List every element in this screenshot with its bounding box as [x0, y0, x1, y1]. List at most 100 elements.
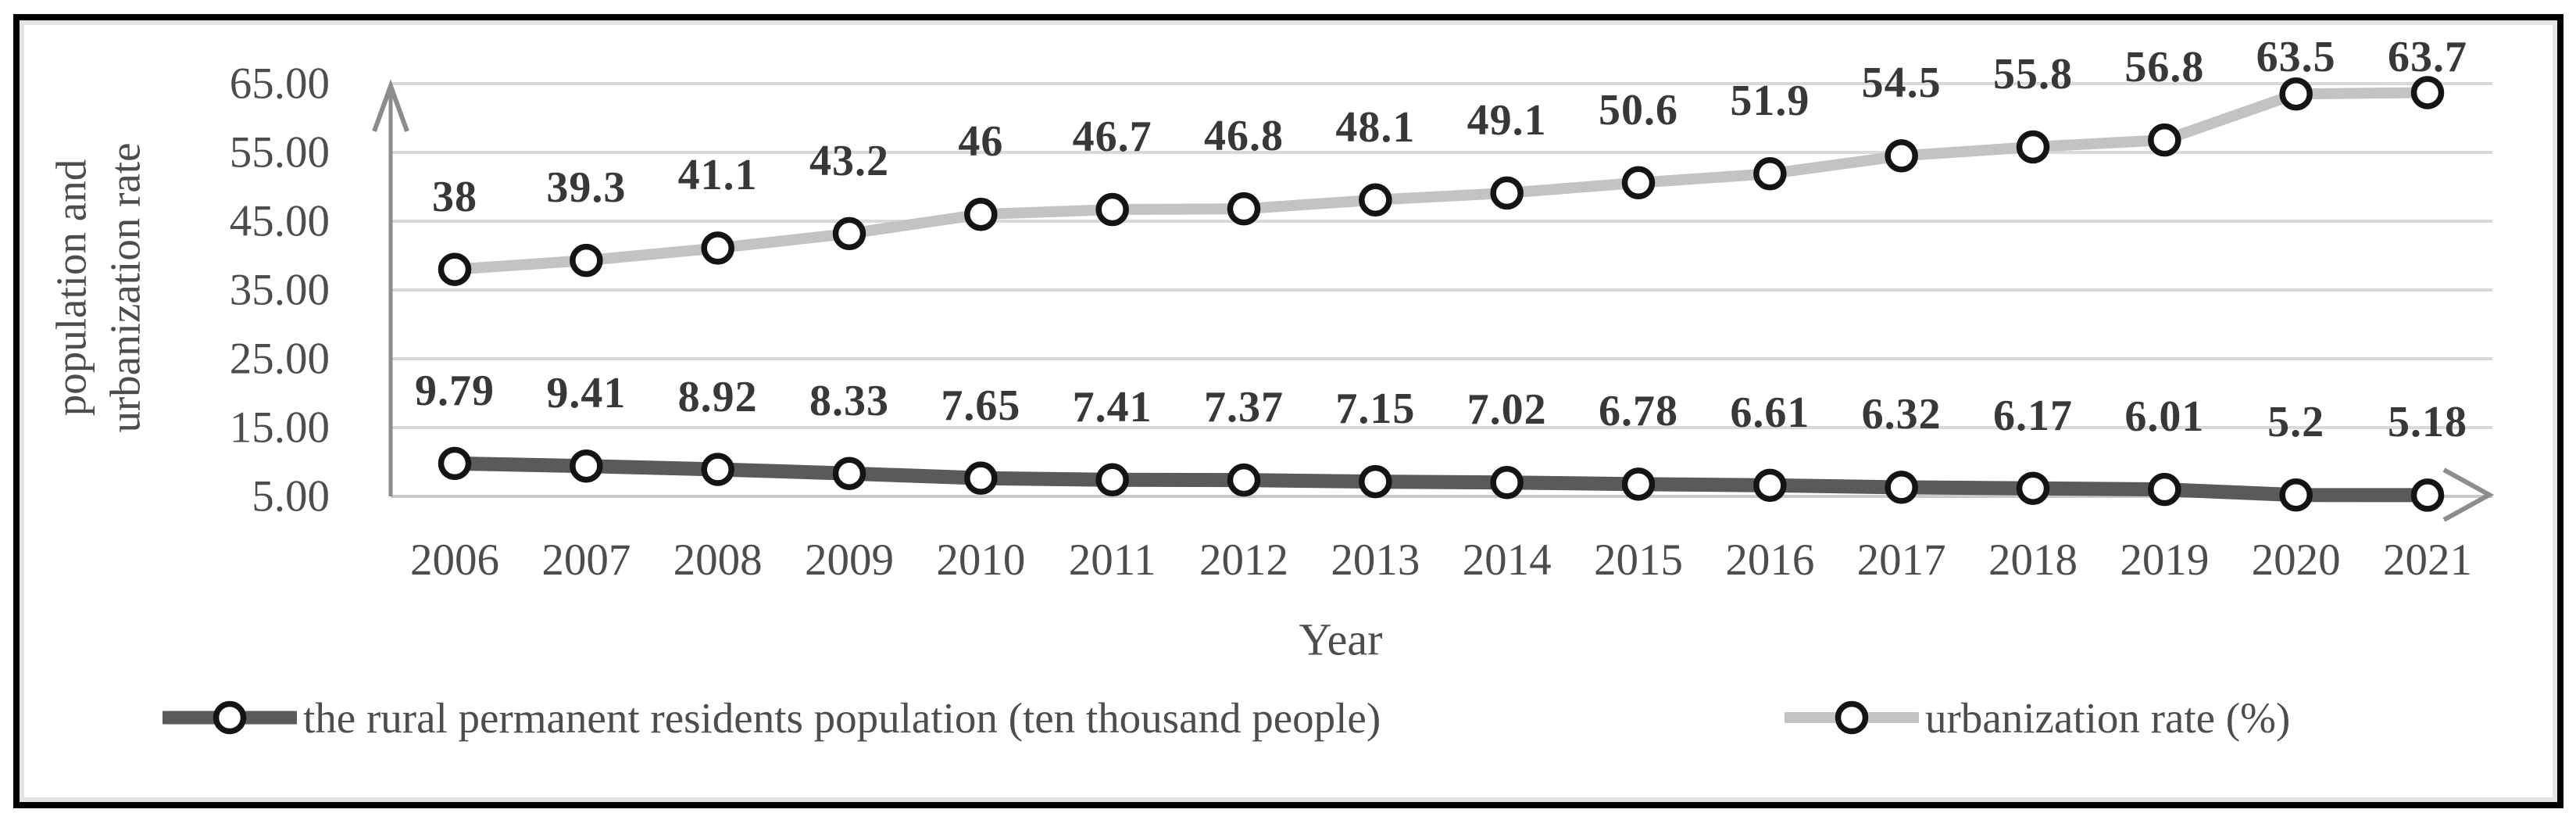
x-tick-label-2008: 2008	[673, 535, 763, 585]
data-label-urbanization-2008: 41.1	[677, 151, 758, 200]
data-label-urbanization-2016: 51.9	[1730, 77, 1810, 126]
data-label-urbanization-2010: 46	[958, 117, 1004, 167]
urbanization-point-2013	[1359, 183, 1392, 217]
rural-point-2011	[1095, 463, 1129, 497]
data-label-rural-2008: 8.92	[677, 372, 758, 421]
legend-marker-urbanization-line-icon	[1785, 700, 1919, 735]
legend-item-urbanization-rate: urbanization rate (%)	[1785, 693, 2290, 743]
rural-point-2015	[1621, 467, 1656, 501]
x-tick-label-2017: 2017	[1856, 535, 1946, 585]
data-label-rural-2007: 9.41	[546, 369, 627, 418]
rural-point-2010	[964, 461, 998, 495]
data-label-rural-2017: 6.32	[1861, 390, 1942, 439]
y-tick-label-45.00: 45.00	[229, 196, 330, 246]
x-tick-label-2019: 2019	[2120, 535, 2210, 585]
rural-point-2019	[2148, 472, 2181, 507]
data-label-urbanization-2007: 39.3	[546, 163, 627, 213]
urbanization-point-2011	[1095, 192, 1129, 227]
data-label-urbanization-2021: 63.7	[2388, 33, 2467, 82]
data-label-urbanization-2020: 63.5	[2256, 33, 2336, 82]
data-label-urbanization-2017: 54.5	[1861, 59, 1942, 108]
data-label-urbanization-2013: 48.1	[1335, 102, 1416, 152]
data-label-urbanization-2019: 56.8	[2124, 43, 2205, 92]
x-tick-label-2020: 2020	[2251, 535, 2341, 585]
x-axis-arrow-icon	[2442, 467, 2495, 522]
y-axis-title-line2: urbanization rate	[101, 142, 148, 433]
rural-point-2016	[1753, 468, 1787, 503]
rural-point-2006	[438, 446, 472, 481]
data-label-urbanization-2012: 46.8	[1204, 112, 1284, 161]
chart-frame	[13, 14, 2563, 808]
urbanization-point-2008	[701, 231, 734, 265]
data-label-urbanization-2014: 49.1	[1467, 96, 1547, 145]
urbanization-point-2006	[438, 252, 472, 286]
rural-point-2020	[2279, 478, 2313, 512]
data-label-rural-2019: 6.01	[2124, 392, 2205, 442]
rural-population-line	[448, 456, 2435, 503]
y-axis-title-line1: population and	[47, 159, 95, 417]
data-label-rural-2012: 7.37	[1204, 383, 1284, 432]
x-tick-label-2016: 2016	[1725, 535, 1815, 585]
y-tick-label-65.00: 65.00	[229, 59, 330, 109]
legend-label-urbanization-rate: urbanization rate (%)	[1925, 693, 2291, 742]
data-label-urbanization-2015: 50.6	[1599, 85, 1678, 134]
rural-point-2007	[570, 449, 603, 483]
rural-point-2018	[2016, 471, 2050, 505]
y-tick-label-25.00: 25.00	[229, 334, 330, 384]
data-label-rural-2016: 6.61	[1730, 389, 1810, 438]
x-tick-label-2007: 2007	[541, 535, 631, 585]
legend-item-rural-population: the rural permanent residents population…	[163, 693, 1381, 743]
urbanization-point-2016	[1753, 157, 1787, 191]
data-label-rural-2011: 7.41	[1072, 382, 1152, 431]
urbanization-point-2018	[2016, 130, 2050, 164]
data-label-rural-2021: 5.18	[2388, 398, 2467, 447]
x-tick-label-2011: 2011	[1068, 535, 1156, 585]
x-tick-label-2015: 2015	[1594, 535, 1683, 585]
rural-point-2017	[1885, 471, 1918, 504]
urbanization-point-2012	[1227, 192, 1261, 226]
data-label-rural-2010: 7.65	[941, 381, 1021, 430]
urbanization-point-2015	[1621, 166, 1656, 199]
data-label-urbanization-2009: 43.2	[809, 137, 889, 186]
urbanization-point-2007	[570, 243, 603, 278]
y-axis-title: population and urbanization rate	[45, 142, 152, 432]
urbanization-point-2021	[2410, 76, 2445, 109]
data-label-rural-2014: 7.02	[1467, 385, 1547, 435]
y-tick-label-15.00: 15.00	[229, 403, 330, 453]
y-tick-label-35.00: 35.00	[229, 265, 330, 315]
legend-label-rural-population: the rural permanent residents population…	[303, 693, 1381, 742]
data-label-urbanization-2011: 46.7	[1072, 113, 1152, 162]
rural-point-2009	[832, 457, 866, 490]
data-label-rural-2006: 9.79	[415, 367, 495, 416]
rural-point-2014	[1490, 465, 1524, 500]
data-label-urbanization-2018: 55.8	[1993, 50, 2073, 99]
urbanization-point-2019	[2148, 123, 2181, 157]
y-tick-label-5.00: 5.00	[252, 471, 330, 521]
data-label-rural-2013: 7.15	[1335, 385, 1416, 434]
urbanization-rate-line	[449, 87, 2433, 275]
chart-frame-inner-edge	[20, 20, 2557, 802]
urbanization-point-2017	[1885, 139, 1918, 173]
rural-point-2012	[1227, 463, 1261, 497]
data-label-urbanization-2006: 38	[432, 172, 477, 221]
x-axis-title: Year	[1299, 614, 1383, 665]
x-tick-label-2014: 2014	[1462, 535, 1552, 585]
urbanization-point-2010	[964, 197, 998, 231]
x-tick-label-2012: 2012	[1199, 535, 1288, 585]
urbanization-point-2014	[1490, 176, 1524, 210]
y-tick-label-55.00: 55.00	[229, 127, 330, 177]
data-label-rural-2020: 5.2	[2267, 398, 2325, 447]
x-tick-label-2018: 2018	[1988, 535, 2078, 585]
x-tick-label-2010: 2010	[936, 535, 1026, 585]
legend-marker-rural-line-icon	[163, 700, 297, 735]
rural-point-2008	[701, 453, 734, 486]
urbanization-point-2009	[832, 217, 866, 251]
y-axis-arrow-icon	[372, 79, 409, 133]
urbanization-point-2020	[2279, 77, 2313, 111]
x-tick-label-2013: 2013	[1331, 535, 1420, 585]
rural-point-2021	[2410, 478, 2445, 512]
rural-point-2013	[1359, 464, 1392, 499]
data-label-rural-2009: 8.33	[809, 376, 889, 425]
